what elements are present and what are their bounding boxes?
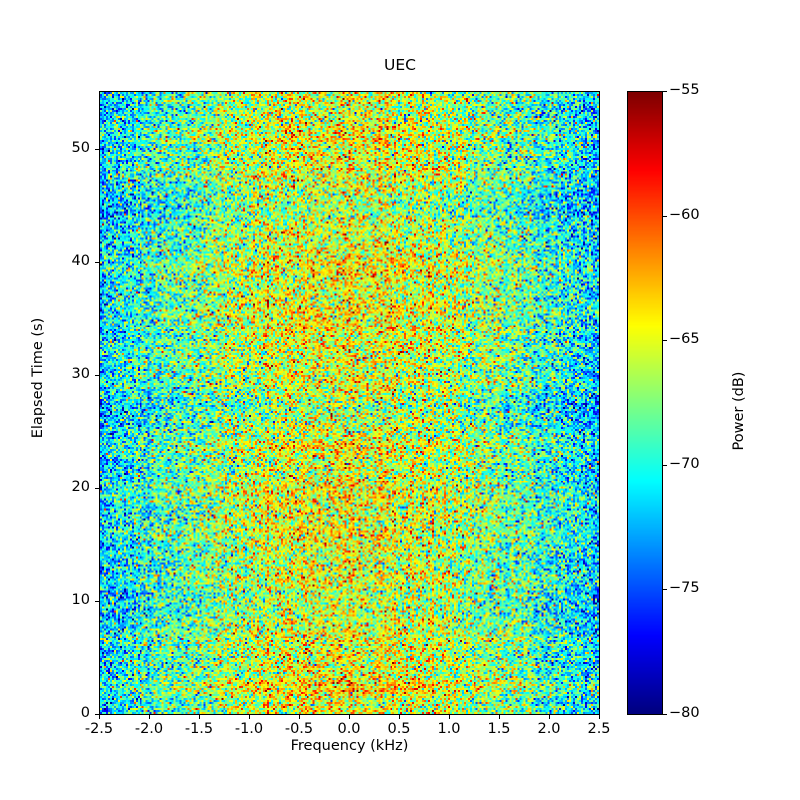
- x-tick-label: -0.5: [284, 721, 314, 737]
- y-tick-label: 20: [71, 479, 90, 495]
- x-axis-label: Frequency (kHz): [290, 738, 409, 754]
- y-tick-mark: [95, 488, 99, 489]
- x-tick-mark: [449, 715, 450, 719]
- y-axis-label: Elapsed Time (s): [30, 317, 46, 439]
- x-tick-label: 2.0: [537, 721, 561, 737]
- y-tick-label: 50: [71, 140, 90, 156]
- y-tick-mark: [95, 714, 99, 715]
- x-tick-mark: [399, 715, 400, 719]
- colorbar-tick-label: −75: [669, 580, 700, 596]
- x-tick-mark: [99, 715, 100, 719]
- x-tick-mark: [349, 715, 350, 719]
- colorbar-tick-mark: [663, 465, 667, 466]
- x-tick-mark: [599, 715, 600, 719]
- x-tick-label: 1.0: [437, 721, 461, 737]
- colorbar-tick-mark: [663, 216, 667, 217]
- x-tick-label: -2.5: [84, 721, 114, 737]
- power-colorbar: [627, 91, 663, 715]
- x-tick-mark: [249, 715, 250, 719]
- colorbar-tick-mark: [663, 714, 667, 715]
- x-tick-mark: [299, 715, 300, 719]
- colorbar-tick-mark: [663, 91, 667, 92]
- y-tick-mark: [95, 149, 99, 150]
- title-line-station: UEC: [384, 56, 416, 75]
- colorbar-tick-label: −70: [669, 456, 700, 472]
- y-tick-label: 40: [71, 253, 90, 269]
- colorbar-label: Power (dB): [731, 371, 747, 451]
- colorbar-tick-label: −65: [669, 331, 700, 347]
- colorbar-tick-label: −60: [669, 207, 700, 223]
- x-tick-label: -1.0: [234, 721, 264, 737]
- y-tick-mark: [95, 262, 99, 263]
- colorbar-tick-label: −55: [669, 82, 700, 98]
- y-tick-label: 10: [71, 592, 90, 608]
- x-tick-label: -2.0: [134, 721, 164, 737]
- colorbar-tick-label: −80: [669, 705, 700, 721]
- x-tick-label: -1.5: [184, 721, 214, 737]
- x-tick-label: 0.5: [387, 721, 411, 737]
- x-tick-label: 2.5: [587, 721, 611, 737]
- y-tick-mark: [95, 375, 99, 376]
- x-tick-label: 1.5: [487, 721, 511, 737]
- y-tick-label: 30: [71, 366, 90, 382]
- x-tick-label: 0.0: [337, 721, 361, 737]
- colorbar-gradient: [628, 92, 662, 714]
- colorbar-tick-mark: [663, 340, 667, 341]
- x-tick-mark: [199, 715, 200, 719]
- y-tick-mark: [95, 601, 99, 602]
- x-tick-mark: [549, 715, 550, 719]
- spectrogram-plot-area: [99, 91, 600, 715]
- y-tick-label: 0: [80, 705, 90, 721]
- colorbar-tick-mark: [663, 589, 667, 590]
- x-tick-mark: [149, 715, 150, 719]
- x-tick-mark: [499, 715, 500, 719]
- spectrogram-heatmap: [100, 92, 599, 714]
